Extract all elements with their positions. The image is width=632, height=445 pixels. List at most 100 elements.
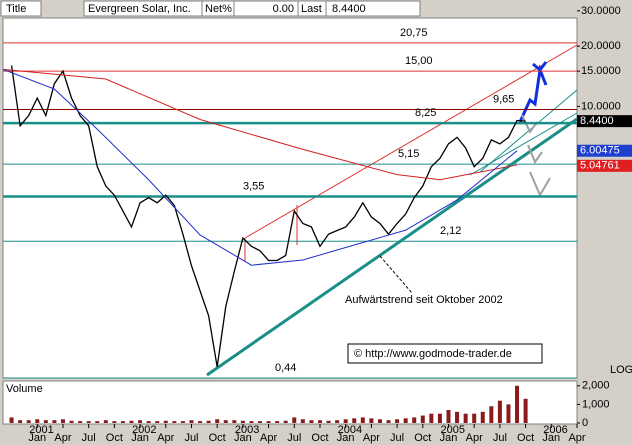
volume-bar (352, 418, 357, 423)
year-label: 2001 (29, 424, 53, 436)
year-label: 2003 (235, 424, 259, 436)
volume-bar (497, 400, 502, 423)
volume-bar (35, 419, 40, 423)
volume-bar (232, 420, 237, 423)
volume-bar (343, 419, 348, 423)
x-tick-label: Oct (311, 432, 328, 444)
x-tick-label: Apr (157, 432, 174, 444)
year-label: 2005 (440, 424, 464, 436)
volume-bar (369, 418, 374, 423)
volume-label: Volume (6, 383, 43, 395)
volume-bar (240, 420, 245, 423)
header-name: Evergreen Solar, Inc. (88, 3, 191, 15)
volume-bar (446, 409, 451, 423)
volume-bar (18, 420, 23, 423)
volume-bar (523, 398, 528, 423)
header-label: Net% (205, 3, 232, 15)
volume-bar (480, 411, 485, 423)
level-label: 15,00 (405, 55, 433, 67)
volume-tick-label: 2,000 (582, 380, 610, 392)
volume-bar (283, 420, 288, 423)
volume-bar (103, 420, 108, 423)
volume-bar (515, 385, 520, 423)
volume-bar (258, 421, 263, 423)
volume-bar (189, 420, 194, 423)
volume-bar (120, 421, 125, 423)
volume-bar (78, 421, 83, 423)
level-label: 20,75 (400, 27, 428, 39)
header-label: Title (6, 3, 26, 15)
x-tick-label: Jul (184, 432, 198, 444)
year-label: 2002 (132, 424, 156, 436)
volume-bar (489, 406, 494, 423)
volume-bar (215, 419, 220, 423)
volume-bar (300, 419, 305, 423)
scale-label: LOG (610, 364, 632, 376)
y-tick-label: 30.0000 (581, 5, 621, 17)
x-tick-label: Jan (440, 432, 458, 444)
volume-bar (129, 420, 134, 423)
volume-bar (95, 421, 100, 423)
volume-bar (275, 421, 280, 423)
volume-bar (138, 420, 143, 423)
level-label: 0,44 (275, 362, 296, 374)
volume-bar (69, 420, 74, 423)
price-tag-label: 8.4400 (580, 115, 614, 127)
x-tick-label: Jan (28, 432, 46, 444)
x-tick-label: Oct (209, 432, 226, 444)
x-tick-label: Jul (493, 432, 507, 444)
volume-bar (206, 420, 211, 423)
y-tick-label: 20.0000 (581, 40, 621, 52)
volume-bar (437, 413, 442, 423)
volume-bar (455, 411, 460, 423)
volume-bar (420, 415, 425, 423)
forecast-arrow (532, 61, 548, 73)
volume-tick-label: 0 (582, 417, 588, 429)
y-tick-label: 15.0000 (581, 65, 621, 77)
volume-bar (43, 420, 48, 423)
copyright-box (347, 343, 543, 364)
header-label: Last (301, 3, 322, 15)
volume-bar (180, 421, 185, 423)
x-tick-label: Jan (337, 432, 355, 444)
header-value: 8.4400 (332, 3, 366, 15)
volume-bar (506, 404, 511, 423)
volume-bar (360, 417, 365, 423)
level-label: 8,25 (415, 107, 436, 119)
x-tick-label: Jul (82, 432, 96, 444)
year-label: 2006 (543, 424, 567, 436)
drawings (206, 44, 578, 377)
price-tag (577, 115, 632, 128)
scenario-arrow (529, 171, 551, 198)
y-tick-label: 10.0000 (581, 100, 621, 112)
volume-bar (86, 421, 91, 423)
volume-bar (395, 419, 400, 423)
price-tag (577, 144, 632, 157)
forecast-arrow (518, 64, 548, 123)
x-tick-label: Jan (542, 432, 560, 444)
volume-bar (223, 420, 228, 423)
price-tag-label: 6.00475 (580, 145, 620, 157)
x-tick-label: Apr (568, 432, 585, 444)
level-label: 3,55 (243, 180, 264, 192)
volume-bar (146, 421, 151, 423)
x-tick-label: Oct (414, 432, 431, 444)
x-tick-label: Jan (234, 432, 252, 444)
x-tick-label: Apr (466, 432, 483, 444)
x-tick-label: Apr (260, 432, 277, 444)
x-tick-label: Jul (390, 432, 404, 444)
price-panel (2, 17, 578, 379)
volume-bar (292, 417, 297, 423)
price-tag-label: 5.04761 (580, 160, 620, 172)
header: Title Evergreen Solar, Inc. Net% 0.00 La… (0, 0, 421, 17)
volume-bar (26, 420, 31, 423)
volume-bar (60, 419, 65, 423)
volume-bar (266, 421, 271, 423)
x-tick-label: Oct (517, 432, 534, 444)
volume-bar (463, 413, 468, 423)
volume-bar (335, 420, 340, 423)
volume-bar (429, 413, 434, 423)
volume-bar (198, 421, 203, 423)
